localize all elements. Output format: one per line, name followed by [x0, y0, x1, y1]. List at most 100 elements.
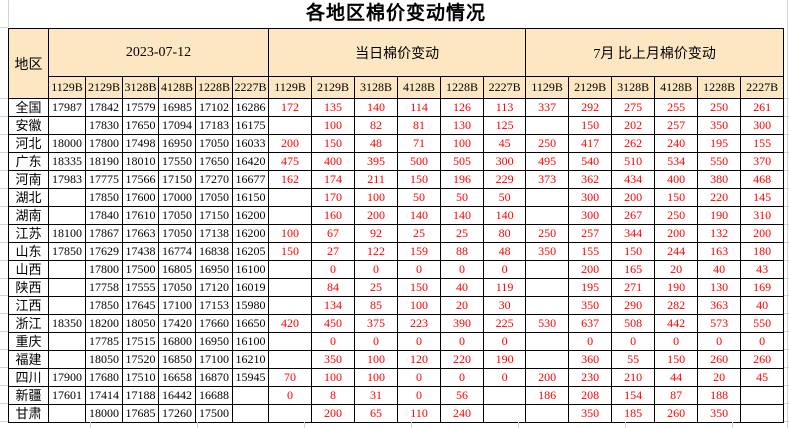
price-cell: 18050 — [122, 314, 159, 333]
gridline-stub — [784, 152, 789, 153]
monthly-change-cell: 155 — [740, 134, 785, 153]
price-cell: 17102 — [195, 98, 233, 117]
daily-change-cell: 159 — [397, 242, 442, 261]
region-cell: 河北 — [8, 134, 49, 153]
daily-change-cell: 25 — [397, 224, 442, 243]
column-code-header: 1228B — [195, 76, 233, 99]
monthly-change-cell: 250 — [654, 206, 699, 225]
column-code-header: 4128B — [654, 76, 699, 99]
monthly-change-cell — [525, 260, 570, 279]
daily-change-cell: 100 — [268, 224, 313, 243]
price-cell: 18000 — [48, 134, 86, 153]
monthly-change-cell: 200 — [611, 188, 656, 207]
price-cell: 17758 — [85, 278, 123, 297]
gridline-stub — [0, 188, 8, 189]
daily-change-cell: 30 — [483, 296, 527, 315]
monthly-change-cell: 208 — [568, 386, 613, 405]
price-cell: 17510 — [122, 368, 159, 387]
monthly-change-cell — [525, 278, 570, 297]
monthly-change-cell: 510 — [611, 152, 656, 171]
price-cell: 17900 — [48, 368, 86, 387]
price-cell: 17800 — [85, 260, 123, 279]
daily-change-cell: 300 — [483, 152, 527, 171]
monthly-change-cell: 132 — [697, 224, 742, 243]
monthly-change-cell: 271 — [611, 278, 656, 297]
region-cell: 湖北 — [8, 188, 49, 207]
monthly-change-cell: 550 — [697, 152, 742, 171]
daily-change-cell: 130 — [440, 116, 485, 135]
price-cell: 16100 — [231, 332, 270, 351]
price-cell: 17100 — [158, 296, 196, 315]
monthly-change-cell: 290 — [611, 296, 656, 315]
price-cell: 18000 — [85, 404, 123, 423]
daily-change-cell: 120 — [397, 350, 442, 369]
monthly-change-cell: 530 — [525, 314, 570, 333]
price-cell — [48, 350, 86, 369]
gridline-stub — [0, 152, 8, 153]
column-code-header: 2129B — [85, 76, 123, 99]
monthly-change-cell: 190 — [654, 278, 699, 297]
price-cell: 16950 — [158, 134, 196, 153]
price-cell: 17515 — [122, 332, 159, 351]
price-cell: 16774 — [158, 242, 196, 261]
column-code-header: 4128B — [158, 76, 196, 99]
price-cell — [48, 278, 86, 297]
gridline-stub — [784, 295, 789, 296]
monthly-change-cell: 150 — [568, 116, 613, 135]
monthly-change-cell: 292 — [568, 98, 613, 117]
region-cell: 浙江 — [8, 314, 49, 333]
daily-change-cell — [268, 332, 313, 351]
daily-change-cell — [268, 260, 313, 279]
monthly-change-cell: 373 — [525, 170, 570, 189]
price-cell: 17629 — [85, 242, 123, 261]
daily-change-cell: 475 — [268, 152, 313, 171]
daily-change-cell: 125 — [483, 116, 527, 135]
monthly-change-cell: 350 — [697, 404, 742, 423]
price-cell: 17983 — [48, 170, 86, 189]
price-cell: 17520 — [122, 350, 159, 369]
monthly-change-cell: 250 — [697, 98, 742, 117]
daily-change-cell: 150 — [268, 242, 313, 261]
price-cell: 17840 — [85, 206, 123, 225]
monthly-change-cell — [525, 116, 570, 135]
price-cell: 17050 — [195, 188, 233, 207]
monthly-change-cell: 260 — [740, 350, 785, 369]
price-cell: 17785 — [85, 332, 123, 351]
column-code-header: 3128B — [354, 76, 399, 99]
price-cell: 16805 — [158, 260, 196, 279]
monthly-change-cell: 43 — [740, 260, 785, 279]
price-cell: 16286 — [231, 98, 270, 117]
monthly-change-cell — [525, 404, 570, 423]
gridline-stub — [0, 421, 8, 422]
monthly-change-cell — [525, 350, 570, 369]
daily-change-cell — [268, 404, 313, 423]
table-row: 湖北 17850 17600 17000 17050 16150 170 100 50 50 50 3… — [8, 188, 785, 207]
daily-change-cell: 225 — [483, 314, 527, 333]
gridline-stub — [0, 242, 8, 243]
gridline-stub — [0, 331, 8, 332]
monthly-change-cell: 0 — [740, 332, 785, 351]
price-cell: 17094 — [158, 116, 196, 135]
gridline-stub — [0, 170, 8, 171]
daily-change-cell: 0 — [440, 332, 485, 351]
gridline-stub — [625, 422, 626, 428]
daily-change-cell: 0 — [483, 332, 527, 351]
daily-change-cell — [268, 350, 313, 369]
daily-change-cell: 80 — [483, 224, 527, 243]
table-row: 福建 18050 17520 16850 17100 16210 350 100 120 220 1… — [8, 350, 785, 369]
price-cell: 17500 — [195, 404, 233, 423]
daily-change-cell — [268, 296, 313, 315]
price-cell: 16800 — [158, 332, 196, 351]
price-cell: 17050 — [195, 134, 233, 153]
price-cell: 17150 — [195, 206, 233, 225]
price-cell: 17500 — [122, 260, 159, 279]
monthly-change-cell: 220 — [697, 188, 742, 207]
daily-change-cell: 20 — [440, 296, 485, 315]
daily-change-cell: 140 — [354, 98, 399, 117]
monthly-change-cell: 350 — [568, 296, 613, 315]
column-code-header: 1228B — [440, 76, 485, 99]
monthly-change-cell: 163 — [697, 242, 742, 261]
table-row: 四川 17900 17680 17510 16658 16870 15945 70 100 100… — [8, 368, 785, 387]
monthly-change-cell: 350 — [697, 116, 742, 135]
daily-change-cell: 100 — [397, 296, 442, 315]
